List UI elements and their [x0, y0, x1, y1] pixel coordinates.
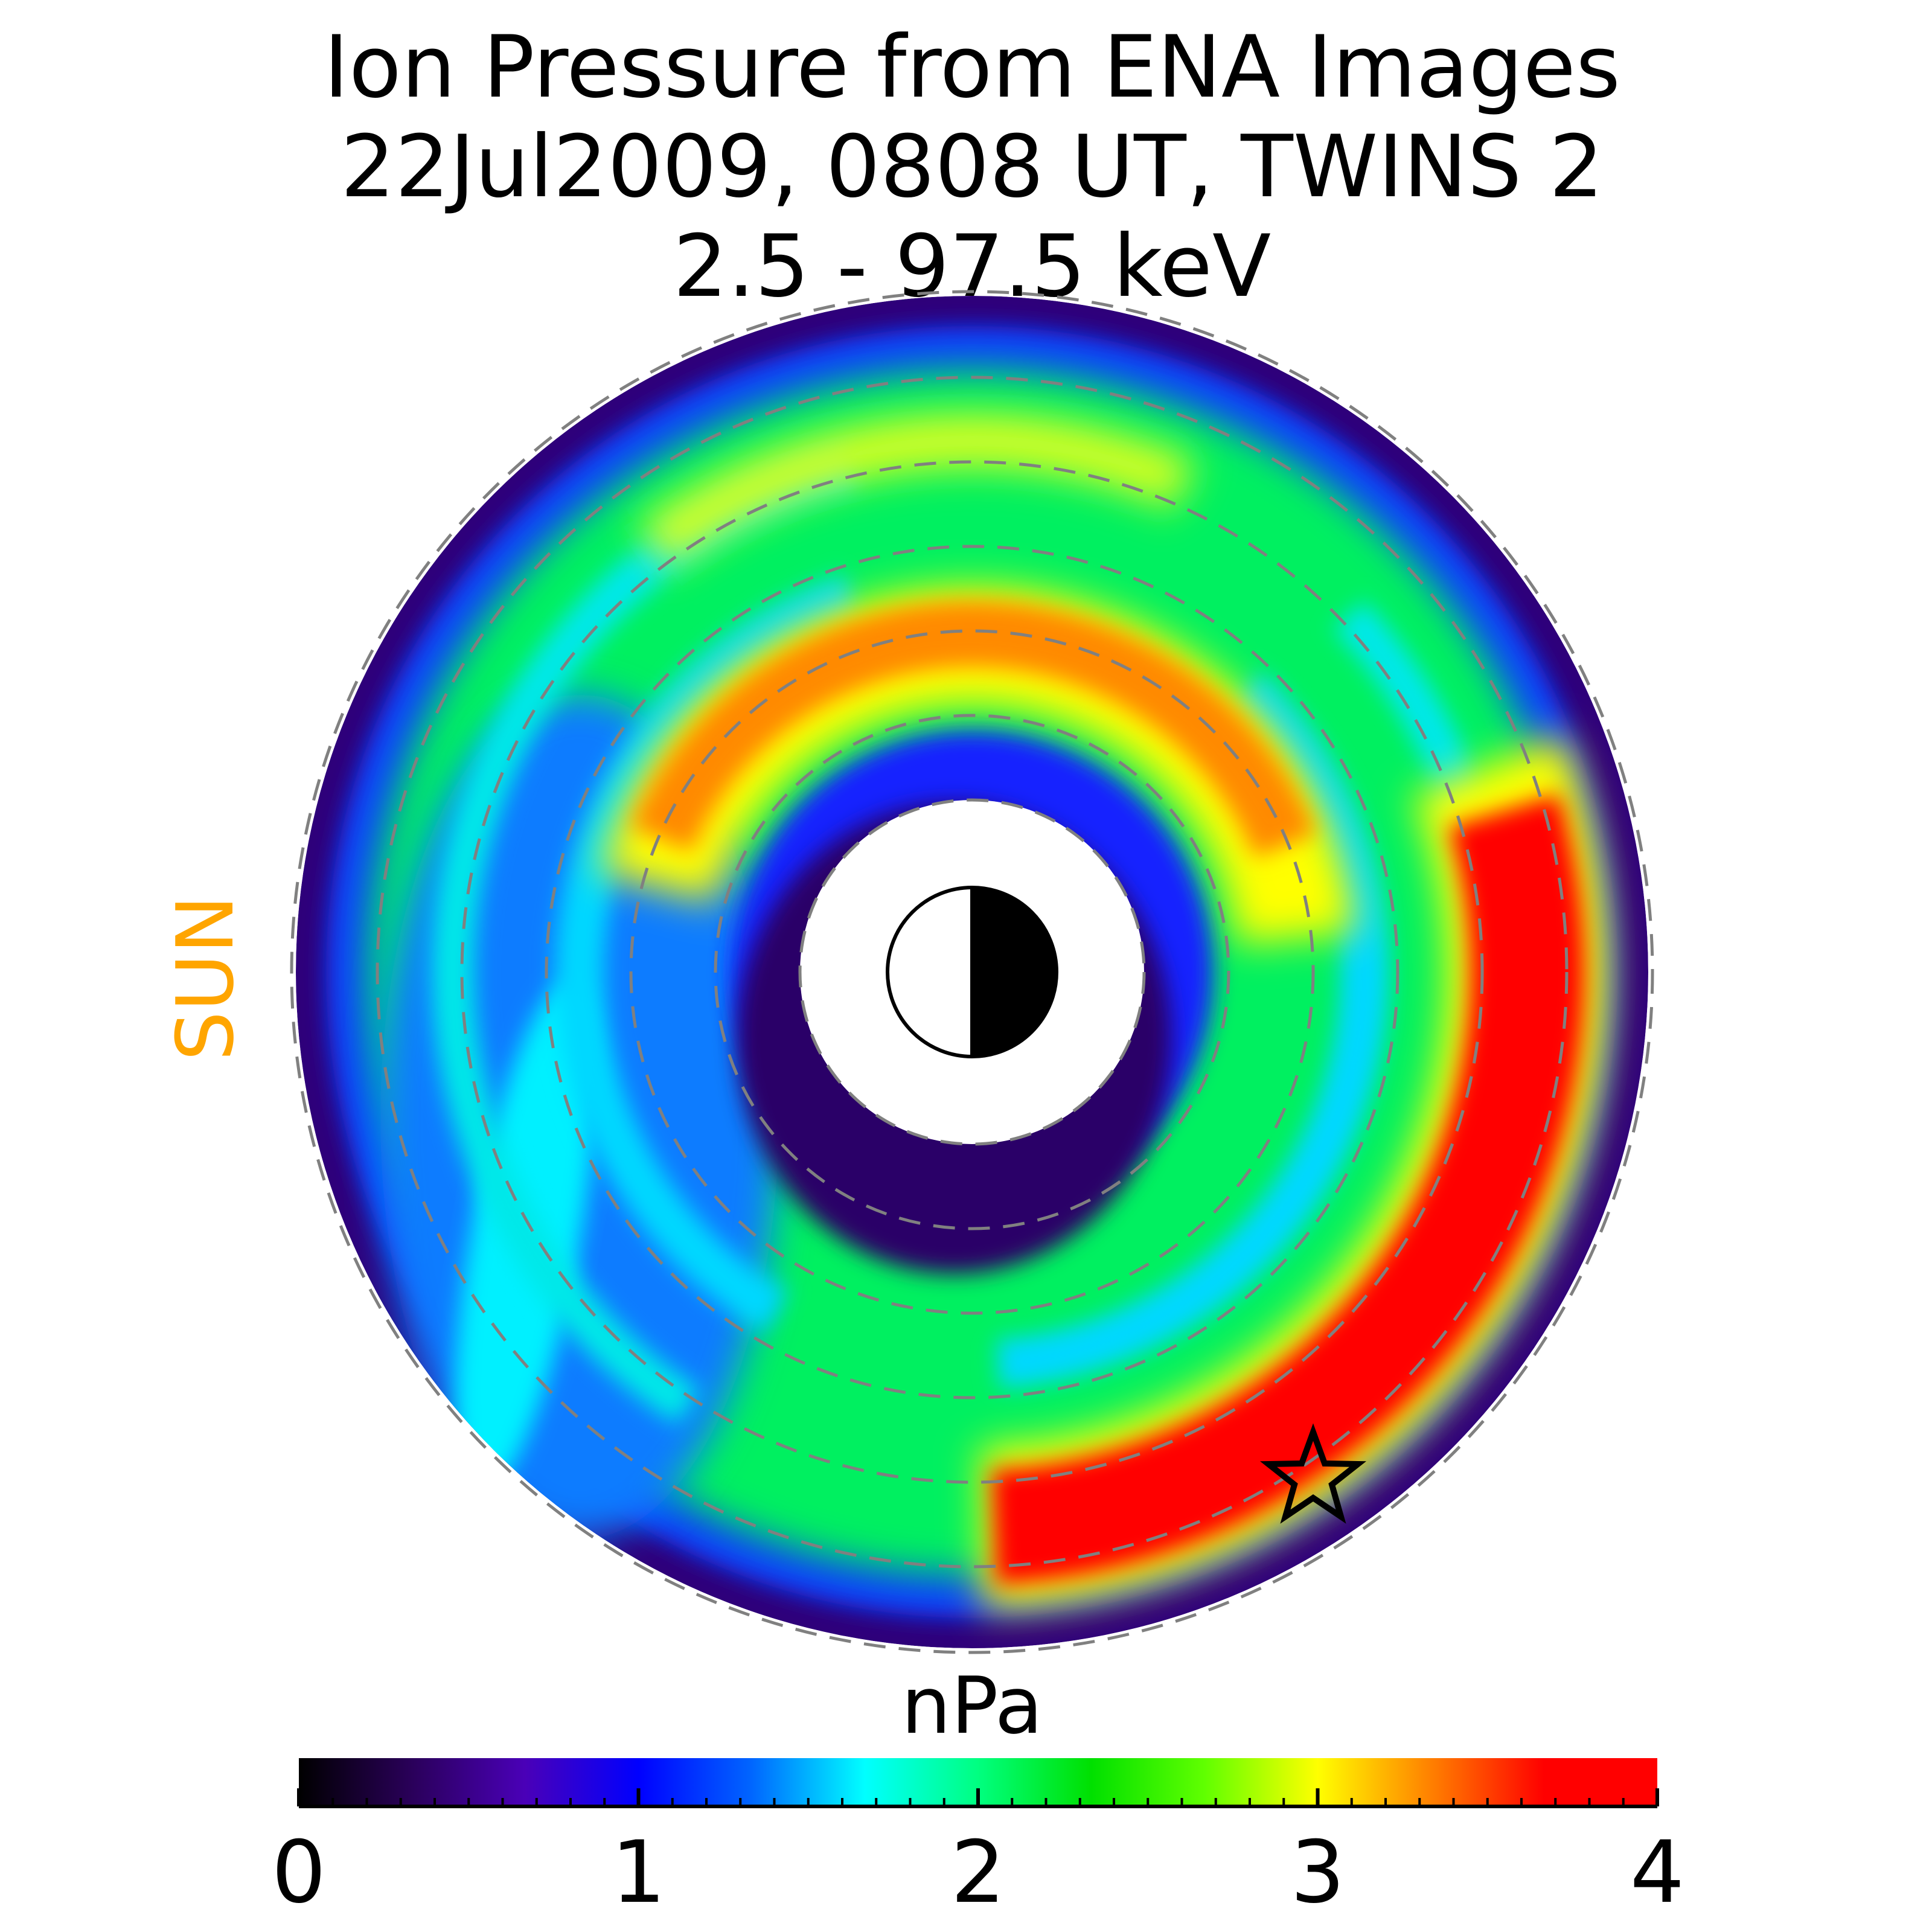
- grid-circle-5: [629, 629, 1315, 1315]
- ring-current-peak: [359, 359, 1585, 1585]
- grid-circle-6: [714, 714, 1230, 1230]
- title-line-2: 22Jul2009, 0808 UT, TWINS 2: [341, 117, 1604, 217]
- colorbar-major-ticks: [297, 1788, 1659, 1806]
- colorbar-tick-label: 3: [1290, 1823, 1345, 1922]
- sun-label: SUN: [159, 895, 251, 1061]
- grid-circle-7: [798, 798, 1146, 1146]
- cyan-lane-inner: [555, 555, 1389, 1389]
- yellow-arc-north: [414, 414, 1531, 1531]
- colorbar-tick-label: 2: [951, 1823, 1005, 1922]
- colorbar-tick-labels: 0 1 2 3 4: [272, 1823, 1684, 1922]
- colorbar-tick-label: 0: [272, 1823, 326, 1922]
- grid-circle-2: [376, 376, 1569, 1569]
- inner-arc-orange: [601, 601, 1343, 1343]
- colorbar-tick-label: 1: [611, 1823, 665, 1922]
- grid-circle-3: [460, 460, 1484, 1484]
- grid-circle-4: [545, 545, 1399, 1399]
- colorbar-tick-label: 4: [1630, 1823, 1684, 1922]
- polar-pressure-map: [296, 296, 1648, 1648]
- colorbar-unit-label: nPa: [901, 1660, 1043, 1751]
- title-line-1: Ion Pressure from ENA Images: [324, 18, 1620, 117]
- grid-circle-1: [290, 290, 1654, 1654]
- star-icon: [1259, 1423, 1367, 1524]
- colorbar: nPa 0 1 2 3 4: [272, 1660, 1684, 1922]
- earth-icon: [886, 886, 1058, 1058]
- grid-circles: [290, 290, 1654, 1654]
